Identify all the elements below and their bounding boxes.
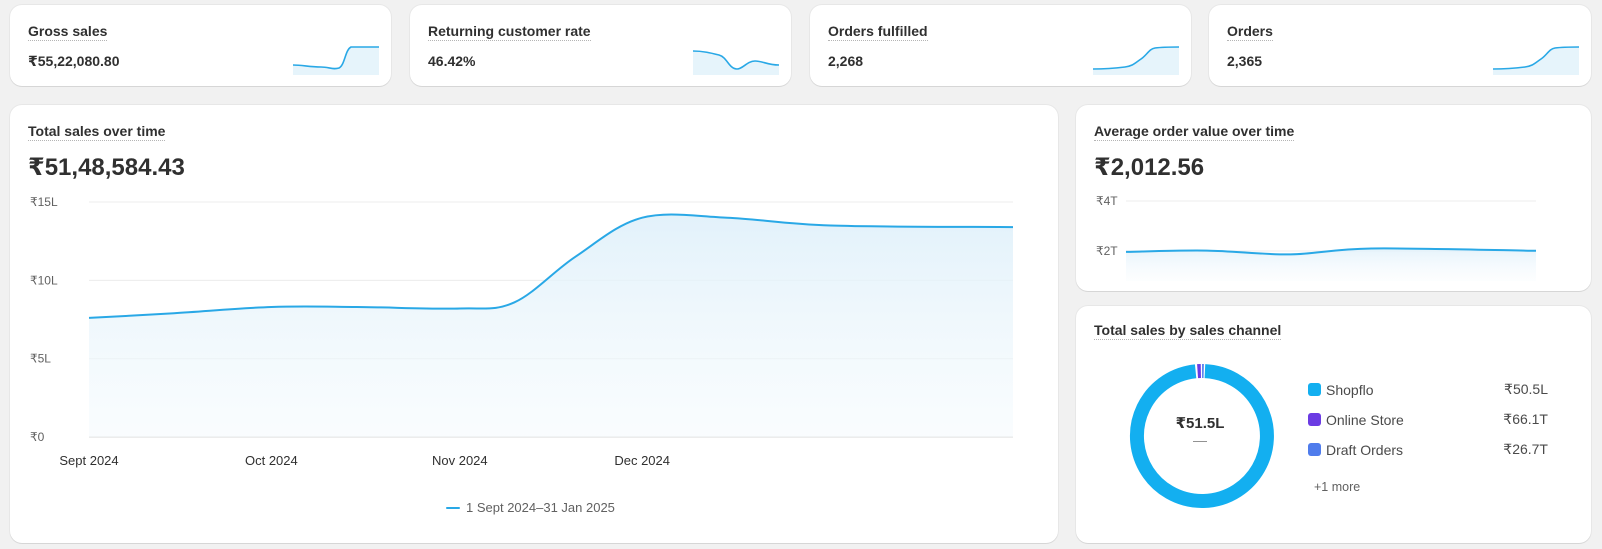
gross-sales-value: ₹55,22,080.80 xyxy=(28,53,120,69)
y-tick-label: ₹15L xyxy=(30,195,58,209)
gross-sales-sparkline xyxy=(293,46,379,75)
legend-swatch-line xyxy=(446,506,460,509)
x-tick-label: Oct 2024 xyxy=(245,453,298,468)
x-tick-label: Dec 2024 xyxy=(614,453,670,468)
returning-customer-rate-card[interactable]: Returning customer rate 46.42% xyxy=(410,5,791,86)
channel-swatch xyxy=(1308,383,1321,396)
y-tick-label: ₹10L xyxy=(30,273,58,287)
sales-by-channel-title[interactable]: Total sales by sales channel xyxy=(1094,322,1282,340)
aov-value: ₹2,012.56 xyxy=(1094,154,1205,181)
total-sales-value: ₹51,48,584.43 xyxy=(28,154,185,181)
channel-row-draft-orders[interactable]: Draft Orders ₹26.7T xyxy=(1308,441,1548,458)
donut-center-sub: — xyxy=(1193,432,1207,448)
sales-series-line xyxy=(88,213,1014,319)
channel-name: Shopflo xyxy=(1326,381,1374,398)
x-tick-label: Sept 2024 xyxy=(59,453,118,468)
returning-rate-sparkline xyxy=(693,50,780,75)
aov-chart[interactable]: ₹2T ₹4T xyxy=(1076,105,1591,291)
aov-series-area xyxy=(1126,248,1536,281)
sales-series-area xyxy=(89,214,1013,437)
y-tick-label: ₹4T xyxy=(1096,194,1118,208)
returning-customer-rate-label[interactable]: Returning customer rate xyxy=(428,23,591,41)
x-tick-label: Nov 2024 xyxy=(432,453,488,468)
aov-series-line xyxy=(1125,247,1537,256)
y-tick-label: ₹0 xyxy=(30,430,45,444)
channel-name: Draft Orders xyxy=(1326,441,1404,458)
more-channels-link[interactable]: +1 more xyxy=(1314,480,1361,494)
sales-channel-donut[interactable] xyxy=(1122,356,1282,516)
orders-fulfilled-sparkline xyxy=(1093,46,1180,75)
orders-fulfilled-label[interactable]: Orders fulfilled xyxy=(828,23,928,41)
average-order-value-card: Average order value over time ₹2,012.56 … xyxy=(1076,105,1591,291)
channel-row-online-store[interactable]: Online Store ₹66.1T xyxy=(1308,411,1548,428)
channel-row-shopflo[interactable]: Shopflo ₹50.5L xyxy=(1308,381,1548,398)
aov-title[interactable]: Average order value over time xyxy=(1094,123,1295,141)
orders-fulfilled-value: 2,268 xyxy=(828,53,864,69)
legend-label: 1 Sept 2024–31 Jan 2025 xyxy=(466,500,615,515)
y-tick-label: ₹2T xyxy=(1096,244,1118,258)
channel-value: ₹50.5L xyxy=(1504,381,1548,397)
total-sales-over-time-card: Total sales over time ₹51,48,584.43 ₹0 ₹5… xyxy=(10,105,1058,543)
donut-slice-shopflo[interactable] xyxy=(1129,364,1274,508)
orders-card[interactable]: Orders 2,365 xyxy=(1209,5,1591,86)
orders-value: 2,365 xyxy=(1227,53,1263,69)
orders-fulfilled-card[interactable]: Orders fulfilled 2,268 xyxy=(810,5,1191,86)
channel-name: Online Store xyxy=(1326,411,1404,428)
sales-by-channel-card: Total sales by sales channel ₹51.5L — Sh… xyxy=(1076,306,1591,543)
donut-center: ₹51.5L — xyxy=(1126,414,1274,448)
gross-sales-card[interactable]: Gross sales ₹55,22,080.80 xyxy=(10,5,391,86)
gross-sales-label[interactable]: Gross sales xyxy=(28,23,108,41)
chart-legend[interactable]: 1 Sept 2024–31 Jan 2025 xyxy=(446,500,615,515)
channel-swatch xyxy=(1308,413,1321,426)
total-sales-chart[interactable]: ₹0 ₹5L ₹10L ₹15L Sept 2024 Oct 2024 Nov 2024 D… xyxy=(10,105,1058,485)
y-tick-label: ₹5L xyxy=(30,352,51,366)
channel-swatch xyxy=(1308,443,1321,456)
orders-label[interactable]: Orders xyxy=(1227,23,1273,41)
total-sales-title[interactable]: Total sales over time xyxy=(28,123,166,141)
donut-center-value: ₹51.5L xyxy=(1175,415,1225,432)
orders-sparkline xyxy=(1493,46,1580,75)
returning-customer-rate-value: 46.42% xyxy=(428,53,476,69)
channel-value: ₹66.1T xyxy=(1503,411,1548,427)
channel-value: ₹26.7T xyxy=(1503,441,1548,457)
